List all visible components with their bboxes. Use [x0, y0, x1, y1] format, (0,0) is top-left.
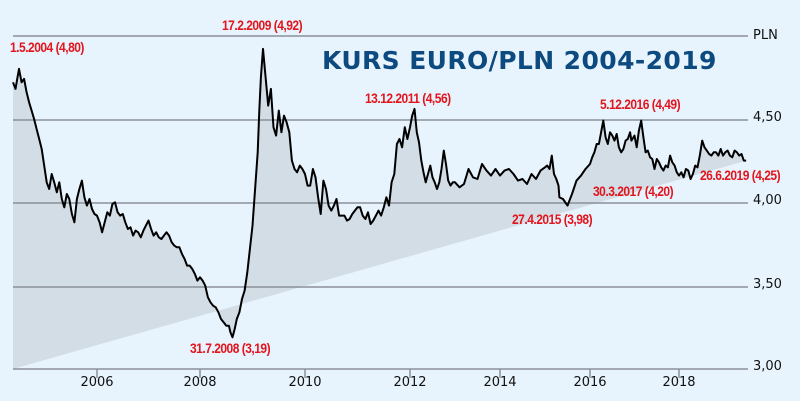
annotation-min-2015: 27.4.2015 (3,98) [512, 211, 593, 227]
y-tick-3-00: 3,00 [753, 359, 782, 374]
y-tick-3-50: 3,50 [753, 277, 782, 292]
x-tick-2016: 2016 [573, 375, 607, 390]
annotation-max-2016: 5.12.2016 (4,49) [600, 96, 681, 112]
x-tick-2006: 2006 [80, 375, 114, 390]
x-tick-2018: 2018 [662, 375, 696, 390]
area-fill [13, 48, 747, 370]
y-tick-4-50: 4,50 [753, 110, 782, 125]
gridlines [13, 35, 748, 370]
x-tick-2010: 2010 [288, 375, 322, 390]
y-tick-4-00: 4,00 [753, 193, 782, 208]
chart-title: KURS EURO/PLN 2004-2019 [322, 46, 717, 75]
x-tick-2014: 2014 [483, 375, 517, 390]
annotation-min-2008: 31.7.2008 (3,19) [190, 340, 271, 356]
annotation-2019: 26.6.2019 (4,25) [700, 167, 781, 183]
exchange-rate-line [12, 47, 747, 339]
annotation-max-2004: 1.5.2004 (4,80) [10, 39, 84, 55]
annotation-max-2009: 17.2.2009 (4,92) [222, 17, 303, 33]
annotation-2017: 30.3.2017 (4,20) [593, 183, 674, 199]
annotation-max-2011: 13.12.2011 (4,56) [365, 90, 451, 106]
x-tick-2012: 2012 [393, 375, 427, 390]
y-axis-unit: PLN [753, 28, 778, 43]
x-axis-ticks [96, 369, 680, 378]
x-tick-2008: 2008 [183, 375, 217, 390]
